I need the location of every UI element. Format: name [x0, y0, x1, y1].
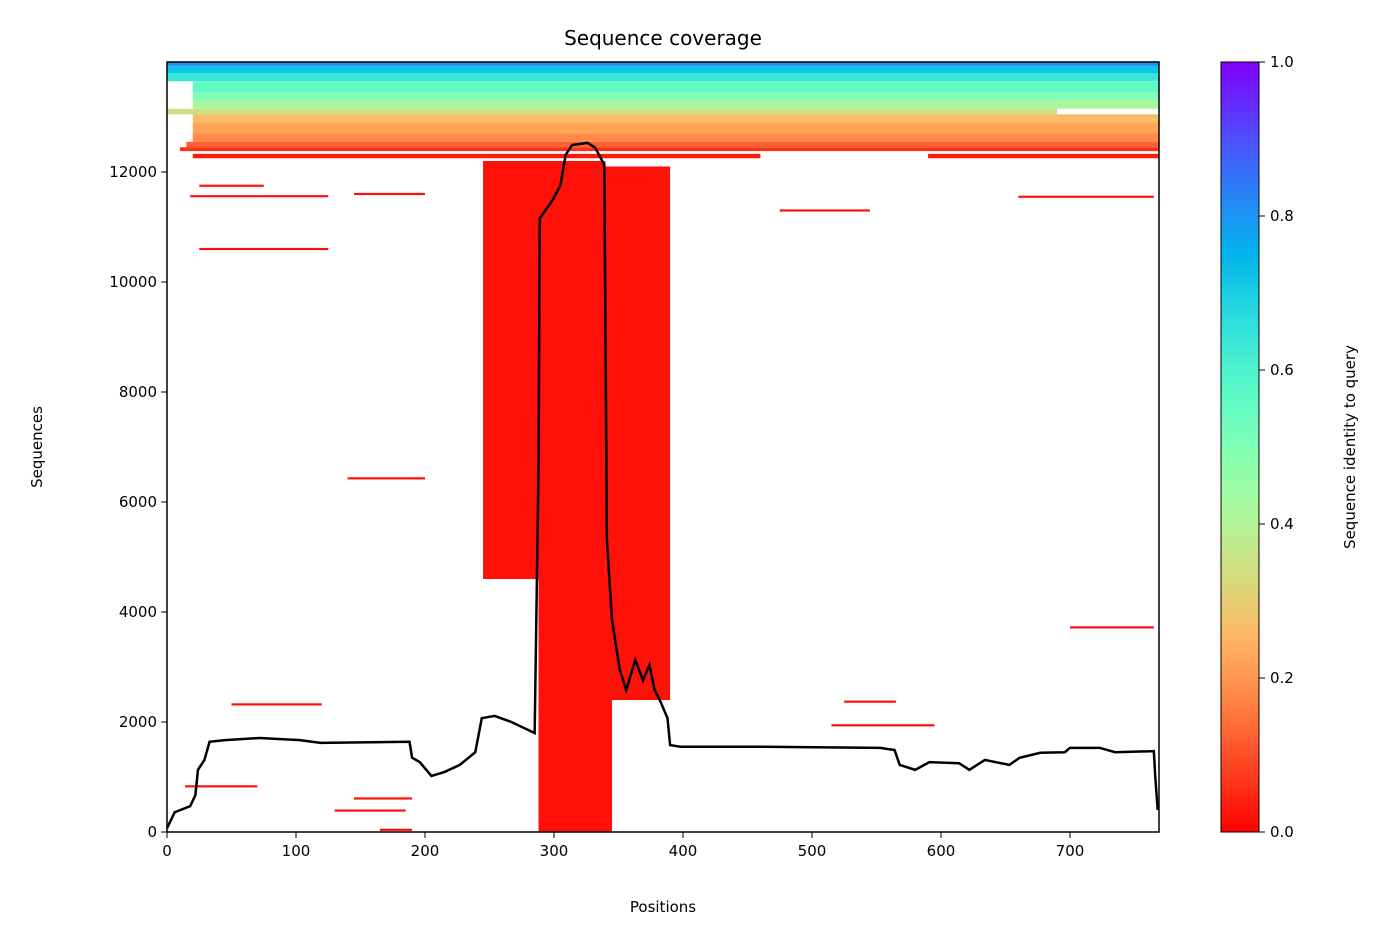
x-tick-label: 100	[282, 842, 311, 860]
colorbar-axis: 0.0 0.2 0.4 0.6 0.8 1.0	[1259, 53, 1294, 841]
alignment-block	[192, 133, 1159, 142]
alignment-block	[199, 184, 264, 187]
alignment-block	[379, 828, 413, 831]
alignment-block	[779, 209, 871, 212]
colorbar-tick-label: 0.0	[1270, 823, 1294, 841]
alignment-block	[347, 477, 425, 480]
alignment-block	[186, 141, 1160, 148]
alignment-block	[231, 703, 322, 706]
alignment-block	[192, 92, 1159, 101]
alignment-block	[192, 81, 1159, 93]
alignment-block	[844, 700, 896, 703]
y-tick-label: 10000	[109, 273, 157, 291]
plot-frame	[166, 61, 1160, 833]
alignment-block	[334, 809, 406, 812]
alignment-block	[928, 153, 1159, 159]
alignment-block	[1018, 195, 1154, 198]
colorbar-label: Sequence identity to query	[1341, 345, 1359, 549]
y-axis-label: Sequences	[28, 406, 46, 488]
y-tick-label: 8000	[119, 383, 157, 401]
alignment-block	[167, 65, 1159, 73]
alignment-block	[167, 62, 1159, 66]
alignment-block	[354, 797, 413, 800]
alignment-block	[483, 161, 539, 579]
alignment-block	[192, 122, 1159, 134]
alignment-block	[1069, 626, 1154, 629]
y-axis: 0 2000 4000 6000 8000 10000 12000	[109, 163, 167, 841]
y-tick-label: 0	[147, 823, 157, 841]
colorbar-tick-label: 0.2	[1270, 669, 1294, 687]
colorbar	[1220, 61, 1260, 833]
x-axis-label: Positions	[630, 898, 696, 916]
y-tick-label: 2000	[119, 713, 157, 731]
x-axis: 0 100 200 300 400 500 600 700	[162, 832, 1084, 860]
chart-title: Sequence coverage	[564, 26, 762, 50]
alignment-block	[599, 579, 613, 832]
alignment-block	[185, 785, 258, 788]
alignment-block	[192, 114, 1159, 123]
alignment-block	[192, 100, 1159, 109]
coverage-line	[165, 141, 1159, 829]
y-tick-label: 4000	[119, 603, 157, 621]
alignment-block	[167, 108, 1058, 115]
alignment-block	[605, 166, 671, 700]
alignment-block	[538, 161, 606, 832]
x-tick-label: 500	[798, 842, 827, 860]
x-tick-label: 0	[162, 842, 172, 860]
y-tick-label: 12000	[109, 163, 157, 181]
plot-area	[165, 62, 1160, 832]
alignment-block	[190, 195, 329, 198]
x-tick-label: 600	[927, 842, 956, 860]
y-tick-label: 6000	[119, 493, 157, 511]
alignment-block	[167, 73, 1159, 82]
alignment-block	[179, 147, 1159, 152]
x-tick-label: 700	[1056, 842, 1085, 860]
colorbar-tick-label: 0.8	[1270, 207, 1294, 225]
x-tick-label: 200	[411, 842, 440, 860]
alignment-block	[192, 153, 761, 159]
alignment-block	[831, 724, 935, 727]
colorbar-tick-label: 1.0	[1270, 53, 1294, 71]
alignment-block	[199, 247, 329, 251]
colorbar-tick-label: 0.6	[1270, 361, 1294, 379]
x-tick-label: 300	[540, 842, 569, 860]
x-tick-label: 400	[669, 842, 698, 860]
alignment-block	[354, 192, 425, 196]
colorbar-tick-label: 0.4	[1270, 515, 1294, 533]
